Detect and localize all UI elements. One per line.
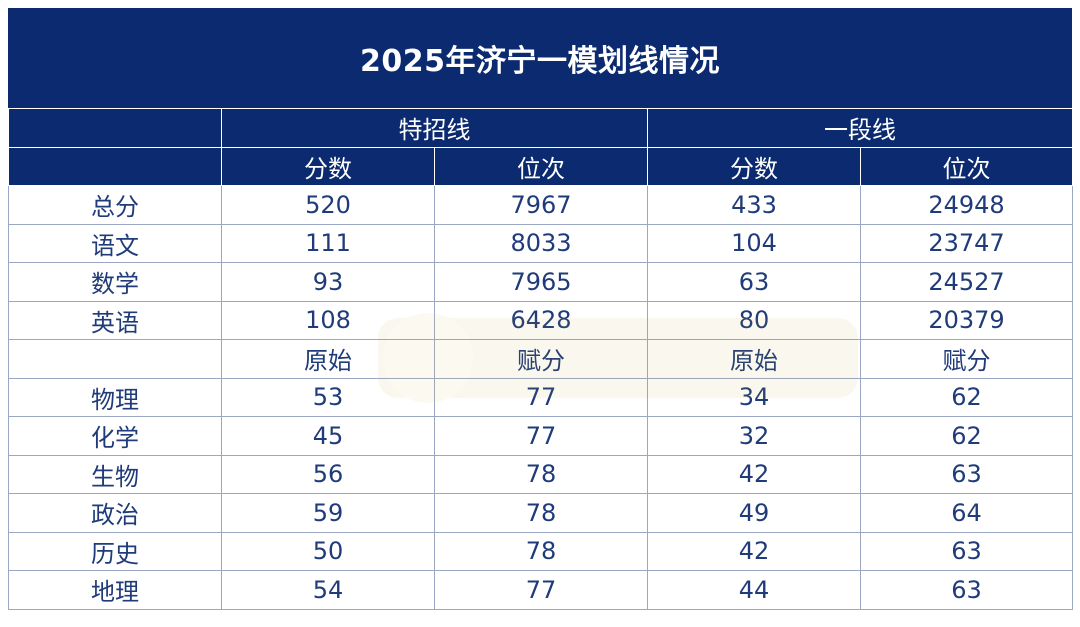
table-cell: 77 [434, 377, 648, 417]
table-cell: 6428 [434, 300, 648, 340]
table-cell: 54 [221, 570, 435, 610]
table-cell: 24948 [860, 185, 1073, 225]
table-row: 地理 54 77 44 63 [8, 570, 1073, 610]
table-cell: 59 [221, 493, 435, 533]
table-row: 历史 50 78 42 63 [8, 531, 1073, 571]
column-header: 位次 [860, 146, 1073, 186]
table-cell: 56 [221, 454, 435, 494]
table-cell: 108 [221, 300, 435, 340]
table-row: 化学 45 77 32 62 [8, 416, 1073, 456]
blank-cell [8, 339, 222, 379]
table-cell: 7967 [434, 185, 648, 225]
table-cell: 20379 [860, 300, 1073, 340]
table-row: 语文 111 8033 104 23747 [8, 223, 1073, 263]
table-cell: 45 [221, 416, 435, 456]
row-label: 历史 [8, 531, 222, 571]
table-cell: 93 [221, 262, 435, 302]
table-cell: 62 [860, 416, 1073, 456]
table-cell: 32 [647, 416, 861, 456]
table-cell: 44 [647, 570, 861, 610]
table-cell: 64 [860, 493, 1073, 533]
sub-header: 原始 [647, 339, 861, 379]
row-label: 英语 [8, 300, 222, 340]
corner-cell [8, 108, 222, 148]
table-cell: 78 [434, 454, 648, 494]
table-cell: 8033 [434, 223, 648, 263]
table-row: 物理 53 77 34 62 [8, 377, 1073, 417]
sub-header: 赋分 [860, 339, 1073, 379]
table-cell: 520 [221, 185, 435, 225]
table-cell: 49 [647, 493, 861, 533]
table-cell: 42 [647, 531, 861, 571]
table-cell: 433 [647, 185, 861, 225]
table-cell: 62 [860, 377, 1073, 417]
sub-header-row: 原始 赋分 原始 赋分 [8, 339, 1073, 379]
table-title: 2025年济宁一模划线情况 [8, 8, 1072, 108]
table-row: 数学 93 7965 63 24527 [8, 262, 1073, 302]
table-row: 政治 59 78 49 64 [8, 493, 1073, 533]
table-cell: 104 [647, 223, 861, 263]
table-cell: 77 [434, 416, 648, 456]
group-header-row: 特招线 一段线 [8, 108, 1073, 148]
table-cell: 63 [647, 262, 861, 302]
column-header-row: 分数 位次 分数 位次 [8, 146, 1073, 186]
table-cell: 77 [434, 570, 648, 610]
sub-header: 原始 [221, 339, 435, 379]
group-header-yiduan: 一段线 [647, 108, 1073, 148]
table-cell: 24527 [860, 262, 1073, 302]
column-header: 位次 [434, 146, 648, 186]
row-label: 化学 [8, 416, 222, 456]
table-cell: 53 [221, 377, 435, 417]
row-label: 物理 [8, 377, 222, 417]
table-row: 生物 56 78 42 63 [8, 454, 1073, 494]
table-cell: 7965 [434, 262, 648, 302]
row-label: 数学 [8, 262, 222, 302]
group-header-tezhao: 特招线 [221, 108, 648, 148]
table-cell: 78 [434, 531, 648, 571]
row-label: 语文 [8, 223, 222, 263]
table-cell: 34 [647, 377, 861, 417]
table-cell: 111 [221, 223, 435, 263]
corner-cell [8, 146, 222, 186]
table-cell: 42 [647, 454, 861, 494]
column-header: 分数 [647, 146, 861, 186]
row-label: 政治 [8, 493, 222, 533]
row-label: 地理 [8, 570, 222, 610]
table-cell: 80 [647, 300, 861, 340]
row-label: 生物 [8, 454, 222, 494]
table-cell: 63 [860, 570, 1073, 610]
score-table: 特招线 一段线 分数 位次 分数 位次 总分 520 7967 433 2494… [8, 108, 1073, 610]
table-row: 英语 108 6428 80 20379 [8, 300, 1073, 340]
table-cell: 63 [860, 531, 1073, 571]
table-cell: 78 [434, 493, 648, 533]
score-table-container: 2025年济宁一模划线情况 特招线 一段线 分数 位次 分数 位次 总分 520 [8, 8, 1073, 610]
column-header: 分数 [221, 146, 435, 186]
table-cell: 23747 [860, 223, 1073, 263]
table-row: 总分 520 7967 433 24948 [8, 185, 1073, 225]
row-label: 总分 [8, 185, 222, 225]
sub-header: 赋分 [434, 339, 648, 379]
table-cell: 50 [221, 531, 435, 571]
table-cell: 63 [860, 454, 1073, 494]
